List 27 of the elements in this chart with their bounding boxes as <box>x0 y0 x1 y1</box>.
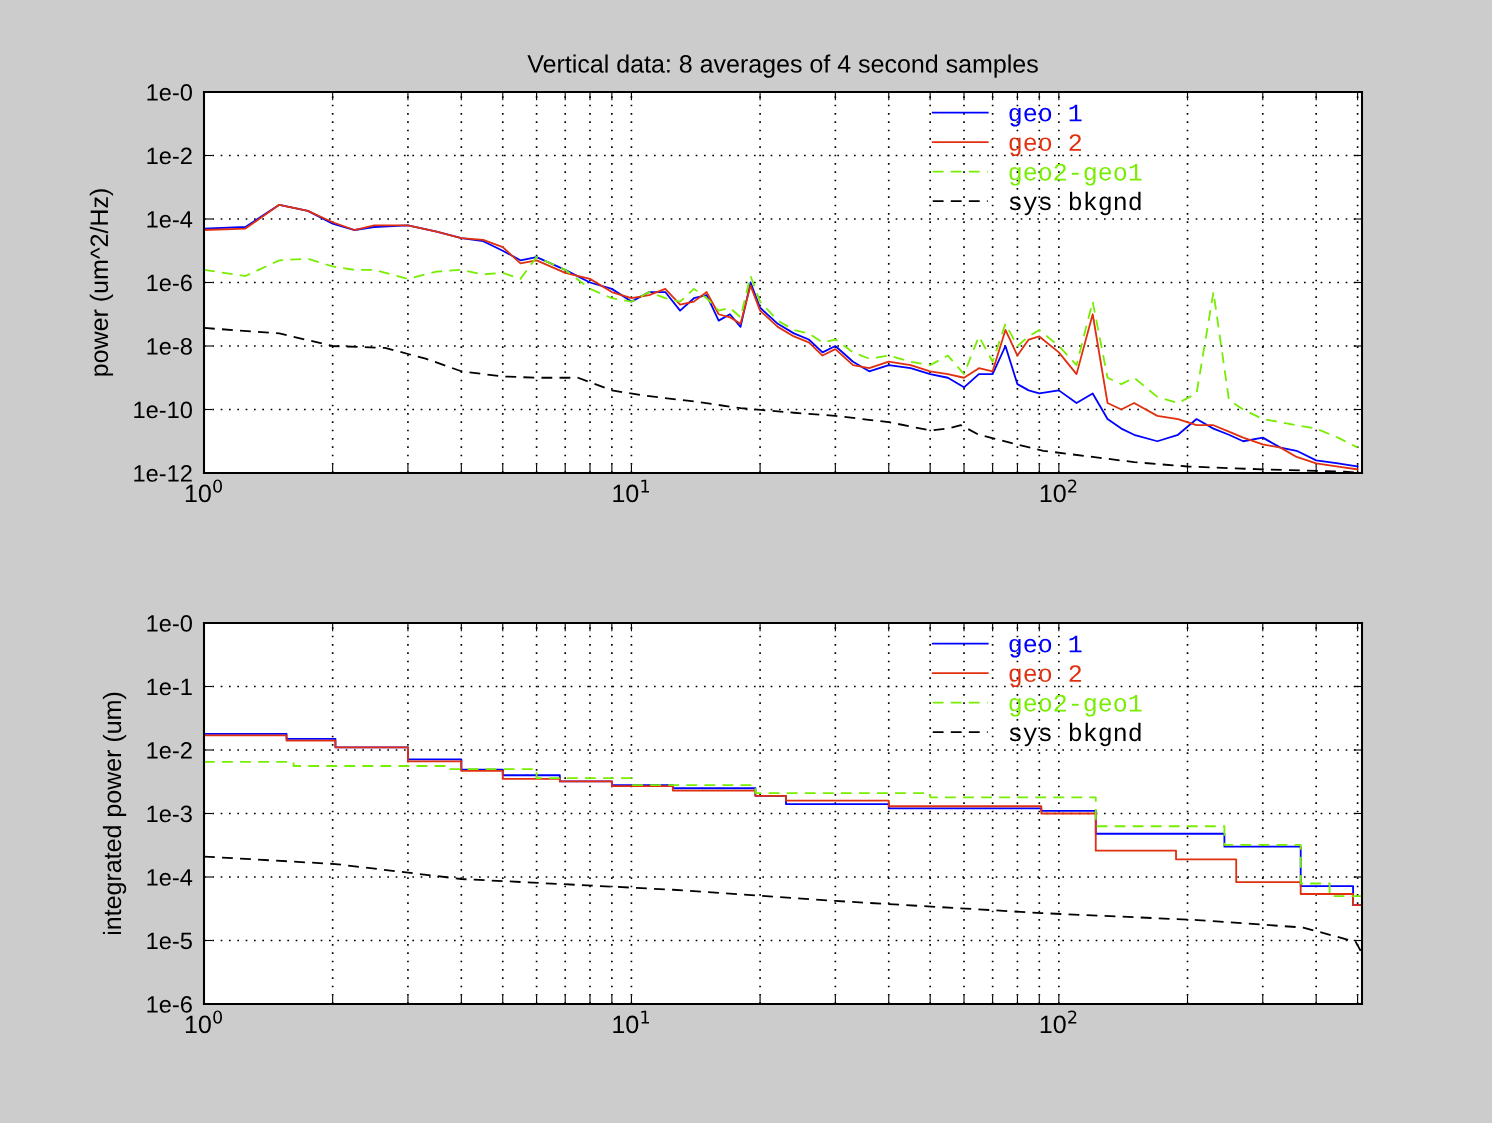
legend-label: sys bkgnd <box>1009 191 1141 216</box>
legend-label: sys bkgnd <box>1009 722 1141 747</box>
legend-label: geo2-geo1 <box>1009 163 1142 186</box>
legend-label: geo 2 <box>1009 665 1081 688</box>
y-tick-label: 1e-0 <box>147 84 192 101</box>
y-tick-label: 1e-4 <box>147 211 193 228</box>
legend-label: geo 2 <box>1009 134 1081 157</box>
y-tick-label: 1e-5 <box>147 932 192 950</box>
x-tick-label: 10$^{1}$ <box>613 1010 649 1034</box>
y-tick-label: 1e-1 <box>147 678 192 696</box>
y-axis-title: power (um^2/Hz) <box>89 189 114 376</box>
y-tick-label: 1e-8 <box>147 338 192 355</box>
y-tick-label: 1e-10 <box>134 401 192 419</box>
x-tick-label: 10$^{2}$ <box>1040 479 1077 503</box>
x-tick-label: 10$^{1}$ <box>613 479 649 503</box>
y-tick-label: 1e-4 <box>147 869 193 886</box>
y-tick-label: 1e-2 <box>147 147 192 165</box>
y-tick-label: 1e-0 <box>147 615 192 632</box>
legend-label: geo2-geo1 <box>1009 694 1142 717</box>
legend-label: geo 1 <box>1009 635 1082 658</box>
y-axis-title: integrated power (um) <box>102 692 127 935</box>
chart-title: Vertical data: 8 averages of 4 second samples <box>527 54 1038 78</box>
y-tick-label: 1e-3 <box>147 805 192 823</box>
x-tick-label: 10$^{2}$ <box>1040 1010 1077 1034</box>
legend-label: geo 1 <box>1009 104 1082 127</box>
y-tick-label: 1e-2 <box>147 742 192 759</box>
y-tick-label: 1e-6 <box>147 274 192 292</box>
